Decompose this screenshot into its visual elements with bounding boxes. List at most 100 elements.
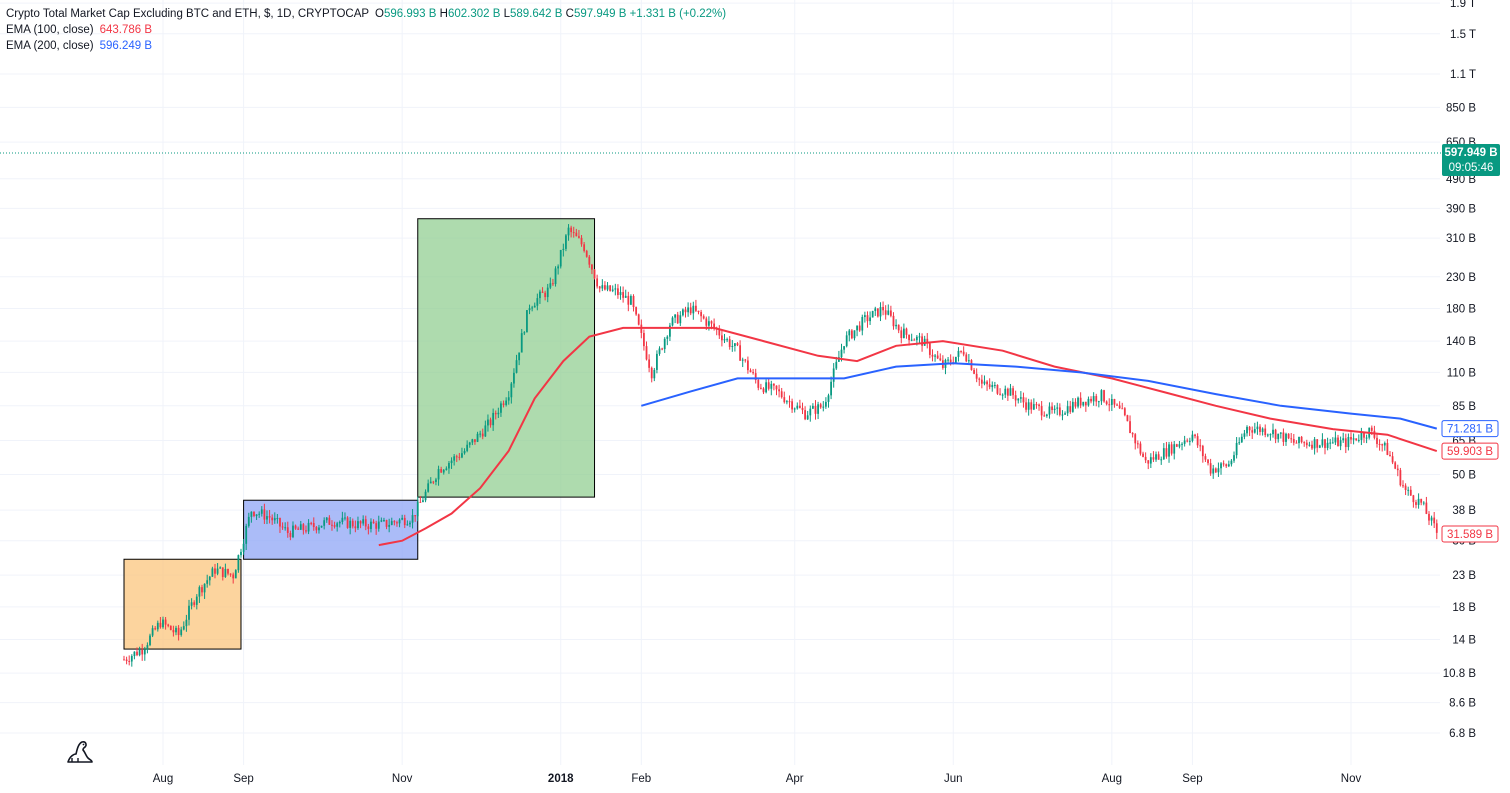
ema100-row[interactable]: EMA (100, close) 643.786 B <box>6 22 726 38</box>
candle-body <box>346 517 349 528</box>
candle-body <box>1017 398 1020 401</box>
low-label: L <box>503 8 510 20</box>
candle-body <box>1194 434 1196 437</box>
candle-body <box>242 543 245 552</box>
candle-body <box>931 354 934 357</box>
candle-body <box>1105 401 1108 405</box>
candle-body <box>585 250 588 257</box>
candle-body <box>1214 468 1217 473</box>
candle-body <box>260 509 263 514</box>
candle-body <box>1394 462 1397 469</box>
candle-body <box>804 410 806 420</box>
current-price-tag: 597.949 B <box>1444 147 1497 159</box>
candle-body <box>960 350 962 352</box>
price-axis[interactable]: 6.8 B8.6 B10.8 B14 B18 B23 B30 B38 B50 B… <box>1443 0 1477 740</box>
candle-body <box>393 521 396 523</box>
candle-body <box>565 235 567 249</box>
candle-body <box>533 305 536 308</box>
candle-body <box>817 404 819 414</box>
candle-body <box>967 360 970 362</box>
ema200-label: EMA (200, close) <box>6 40 94 52</box>
candle-body <box>1191 434 1194 441</box>
candle-body <box>1329 442 1332 444</box>
candle-body <box>258 513 261 515</box>
ema200-tag-bg <box>1441 420 1499 438</box>
candle-body <box>1188 440 1191 442</box>
candle-body <box>390 521 393 525</box>
candle-body <box>437 469 440 480</box>
candle-body <box>255 514 258 517</box>
candle-body <box>403 517 406 526</box>
candle-body <box>526 310 528 333</box>
candle-body <box>1110 398 1113 405</box>
candle-body <box>1324 439 1326 448</box>
candle-body <box>292 525 294 538</box>
candle-body <box>583 244 586 251</box>
annotation-box-blue[interactable] <box>243 499 419 560</box>
candle-body <box>991 385 994 388</box>
y-tick-label: 14 B <box>1452 634 1476 646</box>
candle-body <box>388 524 391 527</box>
annotation-boxes[interactable] <box>123 218 596 650</box>
candle-body <box>671 317 674 326</box>
candle-body <box>669 325 671 337</box>
symbol-title[interactable]: Crypto Total Market Cap Excluding BTC an… <box>6 8 370 20</box>
candle-body <box>154 628 157 630</box>
candle-body <box>1266 434 1269 436</box>
candle-body <box>957 350 960 357</box>
candle-body <box>692 305 695 314</box>
candle-body <box>635 307 638 315</box>
candle-body <box>1048 406 1051 415</box>
candle-body <box>156 622 159 630</box>
candle-body <box>302 524 305 531</box>
annotation-box-green[interactable] <box>417 218 596 498</box>
price-tags: 597.949 B 09:05:46 71.281 B 59.903 B 31.589 … <box>1441 143 1500 543</box>
time-axis[interactable]: Aug Sep Nov 2018 Feb Apr Jun Aug Sep Nov <box>153 773 1362 785</box>
candle-body <box>978 378 981 380</box>
candle-body <box>367 526 370 529</box>
candle-body <box>315 527 318 531</box>
candle-body <box>627 295 630 305</box>
candle-body <box>1144 456 1147 461</box>
candle-body <box>921 336 923 346</box>
candle-body <box>682 309 684 316</box>
candle-body <box>780 391 783 398</box>
candle-body <box>206 580 209 584</box>
candle-body <box>1240 436 1243 443</box>
candle-body <box>1147 460 1150 464</box>
ema200-row[interactable]: EMA (200, close) 596.249 B <box>6 38 726 54</box>
candle-body <box>814 405 817 414</box>
candle-body <box>695 305 697 311</box>
annotation-box-orange[interactable] <box>123 558 242 650</box>
candle-body <box>1043 415 1046 417</box>
y-tick-label: 85 B <box>1452 401 1476 413</box>
tradingview-logo-icon[interactable] <box>64 736 96 768</box>
candle-body <box>835 361 838 369</box>
candle-body <box>484 425 487 437</box>
candle-body <box>190 602 193 606</box>
candle-body <box>882 307 884 311</box>
candle-body <box>832 368 835 382</box>
candle-body <box>674 314 677 318</box>
candle-body <box>1196 436 1199 446</box>
candle-body <box>539 291 541 299</box>
candle-body <box>884 310 887 315</box>
candle-body <box>1433 517 1436 524</box>
candle-body <box>1030 402 1033 410</box>
open-label: O <box>375 8 384 20</box>
candle-body <box>396 522 398 524</box>
candle-body <box>554 268 557 285</box>
candle-body <box>767 382 770 389</box>
candle-body <box>1074 401 1077 407</box>
candle-body <box>372 521 375 524</box>
candle-body <box>559 249 562 267</box>
candle-body <box>328 517 331 525</box>
candle-body <box>1001 394 1004 396</box>
candle-body <box>830 381 832 396</box>
candle-body <box>1383 442 1386 446</box>
y-tick-label: 23 B <box>1452 570 1476 582</box>
candle-body <box>1056 407 1059 409</box>
candle-body <box>185 619 188 627</box>
candle-body <box>297 528 300 530</box>
